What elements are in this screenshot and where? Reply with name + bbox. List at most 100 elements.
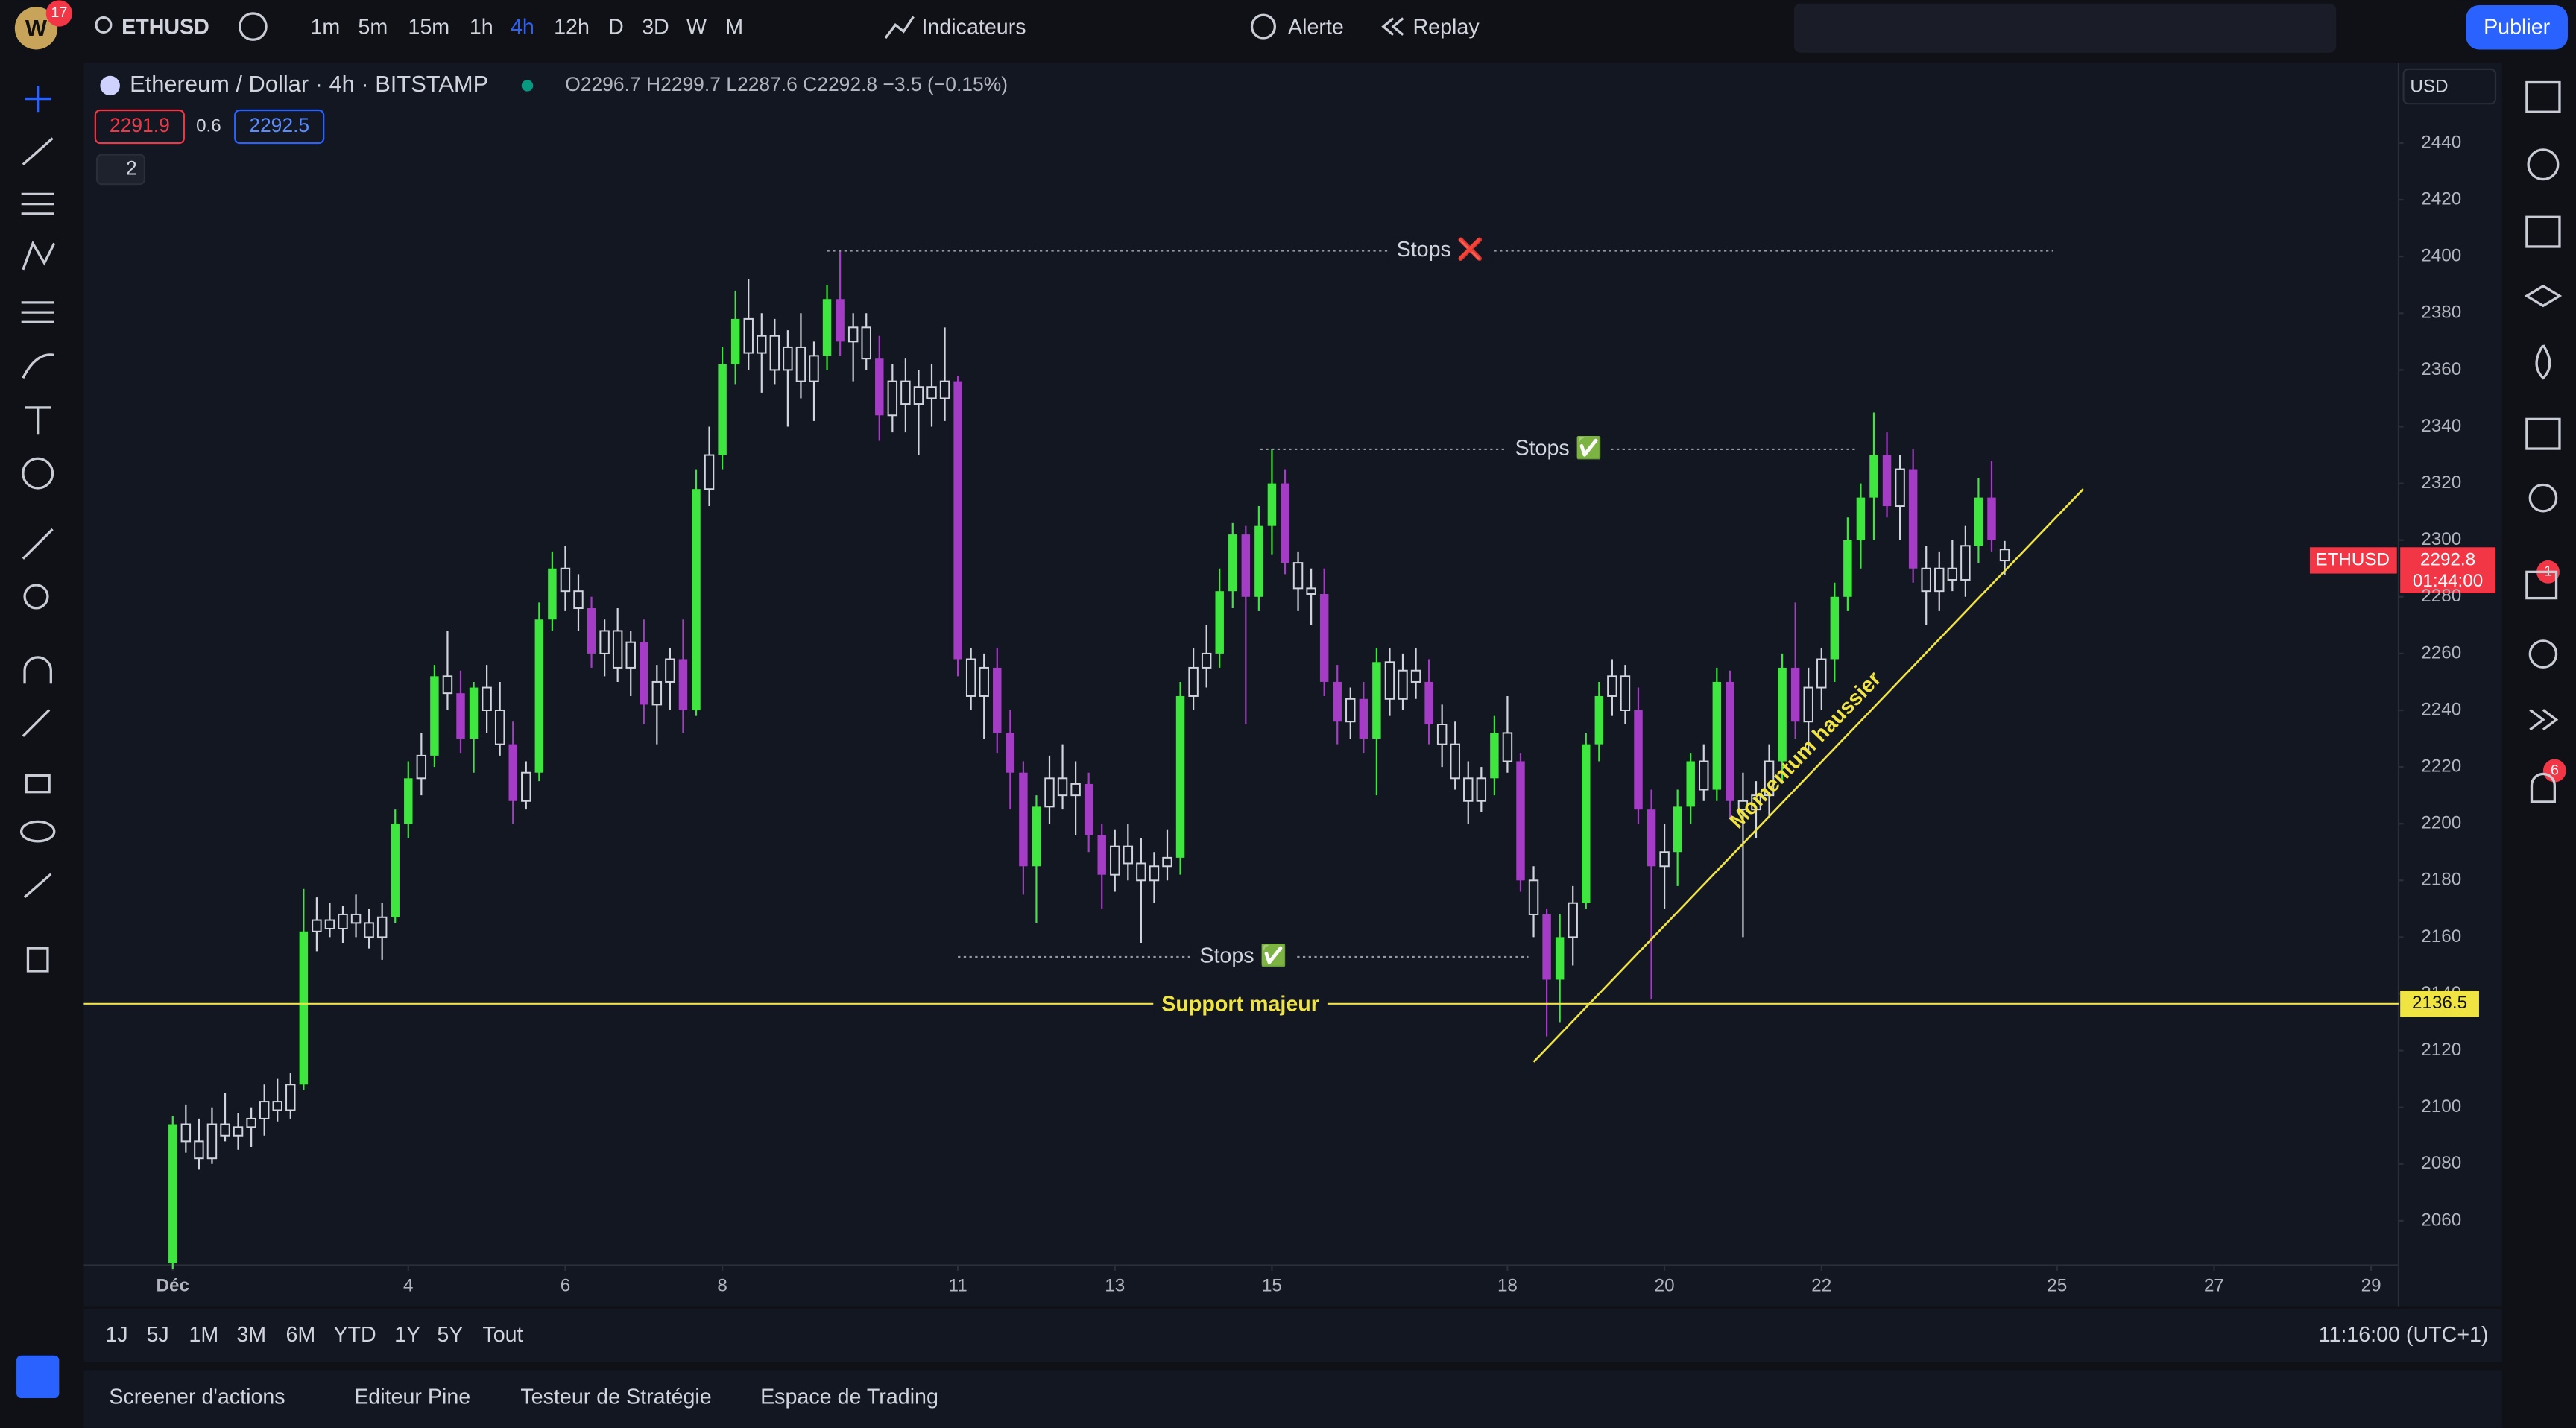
- candle-body: [1006, 733, 1015, 773]
- y-tick-label: 2080: [2421, 1153, 2461, 1173]
- timeframe[interactable]: W: [686, 15, 707, 39]
- replay-button[interactable]: Replay: [1413, 15, 1480, 39]
- text-tool[interactable]: [25, 406, 51, 435]
- candle-body: [847, 326, 859, 343]
- tab[interactable]: Testeur de Stratégie: [520, 1386, 711, 1409]
- range-button[interactable]: 6M: [285, 1323, 315, 1347]
- timeframe[interactable]: M: [725, 15, 743, 39]
- indicators-button[interactable]: Indicateurs: [921, 15, 1026, 39]
- candle-body: [953, 381, 962, 660]
- forecast-tool[interactable]: [21, 301, 54, 323]
- replay-icon[interactable]: [2529, 709, 2559, 731]
- idea-icon[interactable]: [2528, 483, 2558, 513]
- candle-body: [640, 642, 648, 705]
- x-tick-label: 8: [717, 1276, 727, 1296]
- x-tick-label: 29: [2361, 1276, 2381, 1296]
- candle-body: [965, 658, 976, 697]
- timeframe[interactable]: 15m: [408, 15, 449, 39]
- timeframe[interactable]: 1h: [470, 15, 493, 39]
- magnet-tool[interactable]: [23, 656, 52, 684]
- y-tick-label: 2420: [2421, 189, 2461, 209]
- timeframe[interactable]: 5m: [358, 15, 388, 39]
- chat-icon[interactable]: [2525, 570, 2558, 600]
- range-button[interactable]: 1J: [105, 1323, 127, 1347]
- currency-select[interactable]: [2402, 68, 2497, 105]
- range-button[interactable]: 5J: [146, 1323, 168, 1347]
- line-tool[interactable]: [22, 137, 54, 165]
- candle-body: [508, 744, 517, 801]
- zoom-tool[interactable]: [23, 584, 49, 610]
- brush-tool[interactable]: [22, 353, 55, 379]
- candle-body: [1424, 681, 1433, 725]
- candle-body: [1281, 483, 1289, 563]
- candle-body: [1921, 567, 1931, 593]
- candle-body: [1843, 540, 1852, 597]
- range-button[interactable]: Tout: [482, 1323, 523, 1347]
- candle-body: [168, 1124, 177, 1263]
- range-button[interactable]: 5Y: [437, 1323, 463, 1347]
- hide-tool[interactable]: [20, 820, 56, 843]
- support-price-tag: [2400, 991, 2479, 1017]
- range-button[interactable]: YTD: [333, 1323, 376, 1347]
- candle-body: [1726, 681, 1734, 801]
- lock-tool[interactable]: [25, 774, 51, 794]
- tab[interactable]: Editeur Pine: [354, 1386, 470, 1409]
- candle-body: [233, 1126, 244, 1137]
- fib-tool[interactable]: [21, 192, 54, 215]
- publish-button[interactable]: [2466, 4, 2568, 50]
- stream-icon[interactable]: [2528, 639, 2558, 669]
- timeframe-active[interactable]: 4h: [511, 15, 534, 39]
- pattern-tool[interactable]: [22, 240, 56, 271]
- spread: 0.6: [196, 116, 221, 136]
- link-tool[interactable]: [23, 873, 52, 898]
- ask-box[interactable]: [234, 109, 325, 145]
- calendar-icon[interactable]: [2525, 417, 2561, 450]
- alerts-icon[interactable]: [2530, 772, 2556, 803]
- emoji-tool[interactable]: [22, 457, 54, 490]
- support-price: 2136.5: [2412, 993, 2467, 1013]
- x-tick-label: 13: [1105, 1276, 1125, 1296]
- star-button[interactable]: [16, 1355, 60, 1398]
- coin-icon: [100, 75, 120, 96]
- candle-body: [926, 386, 937, 399]
- candle-body: [913, 386, 924, 405]
- range-button[interactable]: 1Y: [394, 1323, 420, 1347]
- candle-body: [1188, 666, 1199, 697]
- news-icon[interactable]: [2525, 215, 2561, 248]
- watchlist-icon[interactable]: [2525, 80, 2561, 113]
- bid-box[interactable]: [94, 109, 185, 145]
- trash-tool[interactable]: [26, 947, 49, 973]
- x-tick-label: 20: [1655, 1276, 1675, 1296]
- draw-mode-tool[interactable]: [22, 709, 51, 737]
- candle-body: [1398, 669, 1408, 700]
- timeframe[interactable]: 1m: [311, 15, 341, 39]
- candle-body: [521, 771, 531, 802]
- crosshair-tool[interactable]: [25, 85, 51, 113]
- hot-icon[interactable]: [2535, 344, 2551, 380]
- timeframe[interactable]: 12h: [554, 15, 590, 39]
- candle-body: [625, 641, 636, 669]
- collapse-button[interactable]: [95, 154, 146, 186]
- layers-icon[interactable]: [2524, 284, 2563, 308]
- range-button[interactable]: 1M: [189, 1323, 218, 1347]
- candle-body: [1987, 497, 1996, 540]
- clock[interactable]: 11:16:00 (UTC+1): [2319, 1323, 2489, 1347]
- ruler-tool[interactable]: [22, 528, 54, 560]
- add-icon[interactable]: [239, 12, 268, 41]
- timeframe[interactable]: 3D: [642, 15, 669, 39]
- ohlc-legend: O2296.7 H2299.7 L2287.6 C2292.8 −3.5 (−0…: [565, 73, 1008, 95]
- timeframe[interactable]: D: [608, 15, 624, 39]
- instrument: Ethereum / Dollar · 4h · BITSTAMP: [130, 71, 488, 97]
- range-button[interactable]: 3M: [236, 1323, 266, 1347]
- tab[interactable]: Screener d'actions: [109, 1386, 285, 1409]
- stops-label-bg: [1387, 237, 1493, 265]
- x-tick-label: 18: [1497, 1276, 1518, 1296]
- alert-button[interactable]: Alerte: [1288, 15, 1344, 39]
- symbol[interactable]: ETHUSD: [121, 15, 209, 39]
- left-toolbar: [20, 85, 56, 973]
- y-tick-label: 2220: [2421, 756, 2461, 777]
- clock-icon[interactable]: [2527, 148, 2560, 181]
- y-tick-label: 2100: [2421, 1096, 2461, 1116]
- stops-label: Stops ✅: [1199, 944, 1287, 968]
- tab[interactable]: Espace de Trading: [760, 1386, 938, 1409]
